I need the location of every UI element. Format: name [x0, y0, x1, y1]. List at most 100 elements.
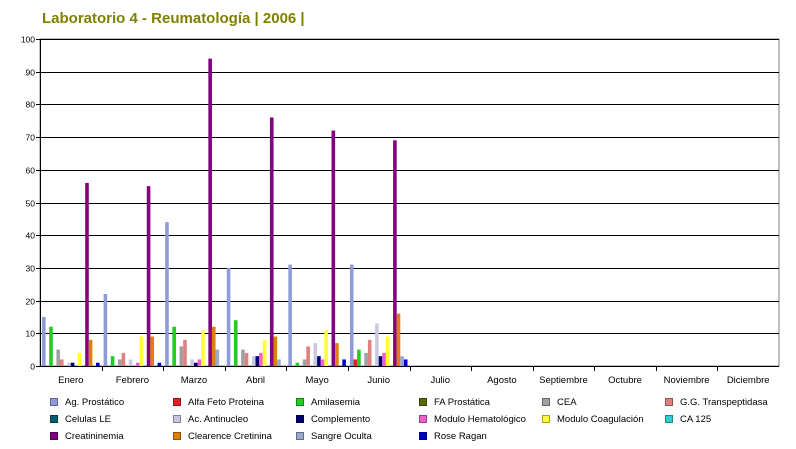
legend-item: FA Prostática: [419, 395, 542, 409]
bar-creatininemia: [208, 58, 212, 367]
legend-swatch: [173, 398, 181, 406]
x-tick-label: Enero: [58, 375, 83, 386]
legend-label: FA Prostática: [434, 396, 490, 408]
bar-g-g-transpeptidasa: [244, 352, 249, 366]
legend-item: Rose Ragan: [419, 429, 542, 443]
legend-swatch: [50, 398, 58, 406]
legend-swatch: [296, 398, 304, 406]
bar-g-g-transpeptidasa: [306, 346, 310, 366]
legend-label: Amilasemia: [311, 396, 361, 408]
bar-cea: [241, 349, 245, 366]
bar-rose-ragan: [342, 359, 346, 366]
y-tick-label: 90: [26, 68, 36, 78]
legend-item: G.G. Transpeptidasa: [665, 395, 788, 409]
bar-complemento: [255, 356, 260, 366]
legend-label: Sangre Oculta: [311, 430, 372, 442]
legend-item: Modulo Hematológico: [419, 412, 542, 426]
legend-label: Alfa Feto Proteina: [188, 396, 265, 408]
bar-cea: [302, 359, 307, 366]
bar-modulo-coagulaci-n: [385, 336, 390, 366]
legend-swatch: [50, 415, 58, 423]
bar-ac-antinucleo: [67, 362, 71, 366]
legend-label: CA 125: [680, 413, 712, 425]
bar-clearence-cretinina: [88, 339, 93, 366]
bar-chart: 0 10 20 30 40 50 60 70 80 90 100 Enero Febrero Marzo A…: [21, 35, 780, 386]
legend-item: Complemento: [296, 412, 419, 426]
bar-modulo-coagulaci-n: [201, 330, 205, 366]
legend-label: G.G. Transpeptidasa: [680, 396, 768, 408]
bar-amilasemia: [233, 320, 238, 366]
bar-ac-antinucleo: [190, 359, 194, 366]
legend-label: Celulas LE: [65, 413, 111, 425]
legend-swatch: [419, 415, 427, 423]
legend-label: Ag. Prostático: [65, 396, 125, 408]
legend-label: Complemento: [311, 413, 371, 425]
bar-clearence-cretinina: [335, 343, 339, 366]
bar-g-g-transpeptidasa: [183, 339, 187, 366]
y-tick-label: 30: [26, 264, 36, 274]
bar-amilasemia: [357, 349, 361, 366]
bar-modulo-coagulaci-n: [139, 336, 144, 366]
bar-sangre-oculta: [215, 349, 220, 366]
bar-clearence-cretinina: [273, 336, 278, 366]
bar-sangre-oculta: [400, 356, 404, 366]
bar-complemento: [70, 362, 75, 366]
bar-clearence-cretinina: [150, 336, 154, 366]
x-tick-label: Junio: [367, 375, 390, 386]
bar-creatininemia: [331, 130, 336, 366]
legend-item: CEA: [542, 395, 665, 409]
bar-creatininemia: [146, 186, 151, 366]
legend-item: Amilasemia: [296, 395, 419, 409]
bar-ag-prost-tico: [103, 294, 108, 366]
legend-label: Modulo Coagulación: [557, 413, 644, 425]
bar-g-g-transpeptidasa: [121, 352, 126, 366]
bar-modulo-hematol-gico: [382, 352, 386, 366]
bar-complemento: [193, 362, 198, 366]
bar-ac-antinucleo: [375, 323, 379, 366]
bar-complemento: [378, 356, 383, 366]
y-tick-label: 40: [26, 231, 36, 241]
y-tick-label: 80: [26, 100, 36, 110]
y-tick-label: 60: [26, 166, 36, 176]
bar-cea: [117, 359, 122, 366]
bar-clearence-cretinina: [396, 313, 401, 366]
plot-area: [39, 38, 780, 367]
bar-cea: [179, 346, 184, 366]
legend-swatch: [173, 432, 181, 440]
bar-creatininemia: [269, 117, 274, 366]
x-tick-label: Febrero: [116, 375, 149, 386]
legend-label: CEA: [557, 396, 577, 408]
bar-alfa-feto-proteina: [353, 359, 358, 366]
bar-ag-prost-tico: [226, 267, 231, 366]
chart-title: Laboratorio 4 - Reumatología | 2006 |: [42, 10, 305, 27]
bar-amilasemia: [172, 326, 176, 366]
bar-cea: [364, 352, 368, 366]
bar-g-g-transpeptidasa: [367, 339, 372, 366]
bar-rose-ragan: [403, 359, 408, 366]
legend-label: Modulo Hematológico: [434, 413, 526, 425]
legend-label: Ac. Antinucleo: [188, 413, 249, 425]
legend-swatch: [50, 432, 58, 440]
bar-ag-prost-tico: [42, 316, 46, 366]
legend-label: Clearence Cretinina: [188, 430, 272, 442]
legend: Ag. Prostático Alfa Feto Proteina Amilasem…: [50, 395, 790, 443]
legend-item: Sangre Oculta: [296, 429, 419, 443]
bar-ac-antinucleo: [128, 359, 133, 366]
bar-modulo-hematol-gico: [197, 359, 202, 366]
bar-creatininemia: [393, 140, 397, 366]
legend-swatch: [419, 398, 427, 406]
bar-sangre-oculta: [277, 359, 281, 366]
legend-swatch: [419, 432, 427, 440]
legend-swatch: [296, 432, 304, 440]
legend-item: Clearence Cretinina: [173, 429, 296, 443]
legend-item: Celulas LE: [50, 412, 173, 426]
bar-modulo-coagulaci-n: [262, 339, 267, 366]
legend-label: Creatininemia: [65, 430, 124, 442]
legend-item: Alfa Feto Proteina: [173, 395, 296, 409]
legend-swatch: [296, 415, 304, 423]
x-tick-label: Abril: [246, 375, 265, 386]
x-tick-label: Septiembre: [539, 375, 588, 386]
legend-swatch: [665, 398, 673, 406]
legend-item: Ac. Antinucleo: [173, 412, 296, 426]
bar-cea: [56, 349, 60, 366]
